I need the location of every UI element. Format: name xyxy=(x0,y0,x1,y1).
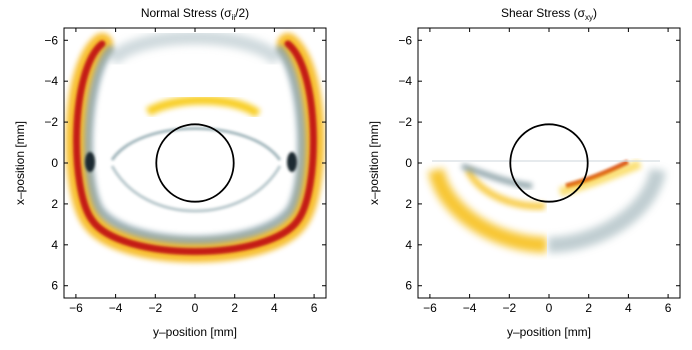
singular-point-left xyxy=(85,152,95,172)
x-tick-label: −2 xyxy=(502,301,516,315)
chart-shear-stress: Shear Stress (σxy) −6 −4 −2 0 2 4 6−6−4−20246 … xyxy=(367,6,681,339)
x-tick-label: −6 xyxy=(423,301,437,315)
y-tick-label: 4 xyxy=(405,238,412,252)
shear-lobe-left xyxy=(428,167,547,253)
top-arch xyxy=(106,30,284,66)
y-tick-label: 2 xyxy=(51,197,58,211)
shear-yellow-band xyxy=(558,159,642,197)
chart-normal-stress: Normal Stress (σii/2) −6 −4 −2 0 2 4 6 −6 −4 −2 0 2… xyxy=(13,6,327,339)
x-tick-label: 0 xyxy=(192,301,199,315)
scattered-wave-grey xyxy=(110,165,282,213)
x-tick-label: 2 xyxy=(231,301,238,315)
inclusion-circle xyxy=(509,123,589,203)
y-tick-label: −4 xyxy=(398,74,412,88)
shear-grey-left xyxy=(460,163,533,189)
x-tick-label: 6 xyxy=(311,301,318,315)
x-tick-label: −6 xyxy=(69,301,83,315)
x-tick-label: 4 xyxy=(271,301,278,315)
x-tick-label: 4 xyxy=(625,301,632,315)
x-tick-label: −4 xyxy=(463,301,477,315)
y-tick-label: −6 xyxy=(44,33,58,47)
y-tick-label: 0 xyxy=(51,156,58,170)
stress-field-shear xyxy=(428,159,666,253)
x-axis-label: y–position [mm] xyxy=(153,325,237,339)
x-tick-label: 2 xyxy=(585,301,592,315)
chart-title: Normal Stress (σii/2) xyxy=(141,6,249,22)
y-tick-label: 4 xyxy=(51,238,58,252)
y-axis-label: x–position [mm] xyxy=(13,121,27,205)
y-tick-label: 2 xyxy=(405,197,412,211)
reflected-wave-grey xyxy=(110,127,282,161)
y-tick-label: −2 xyxy=(398,115,412,129)
inclusion-circle xyxy=(155,123,235,203)
x-axis-label: y–position [mm] xyxy=(507,325,591,339)
y-tick-label: 0 xyxy=(405,156,412,170)
y-tick-label: −4 xyxy=(44,74,58,88)
x-tick-label: −2 xyxy=(148,301,162,315)
x-tick-label: 6 xyxy=(665,301,672,315)
outer-wavefront-core xyxy=(73,40,317,255)
axis-ticks: −6 −4 −2 0 2 4 6 −6 −4 −2 0 2 4 6 xyxy=(44,28,326,315)
singular-point-right xyxy=(287,152,297,172)
y-tick-label: −2 xyxy=(44,115,58,129)
inner-shell-negative xyxy=(84,45,306,245)
plot-area xyxy=(418,28,680,298)
reflected-wave-yellow xyxy=(145,95,261,118)
y-tick-label: 6 xyxy=(405,279,412,293)
chart-title: Shear Stress (σxy) xyxy=(501,6,597,22)
x-tick-label: −4 xyxy=(109,301,123,315)
stress-field-normal xyxy=(65,30,325,263)
axis-ticks: −6 −4 −2 0 2 4 6 −6 −4 −2 0 2 4 6 xyxy=(398,28,680,315)
shear-lobe-right xyxy=(547,168,666,253)
y-tick-label: 6 xyxy=(51,279,58,293)
y-tick-label: −6 xyxy=(398,33,412,47)
x-tick-label: 0 xyxy=(546,301,553,315)
y-axis-label: x–position [mm] xyxy=(367,121,381,205)
shear-lobe-left-inner xyxy=(464,168,546,210)
